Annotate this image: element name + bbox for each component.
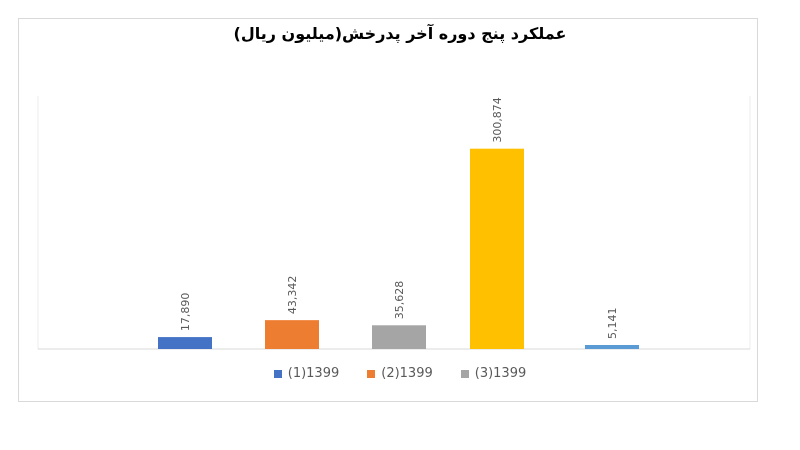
legend-label: (2)1399 <box>381 366 433 381</box>
chart-title: عملکرد پنج دوره آخر پدرخش(میلیون ریال) <box>233 24 567 43</box>
data-label: 43,342 <box>286 276 299 315</box>
bar <box>158 337 212 349</box>
data-label: 17,890 <box>179 293 192 332</box>
bar <box>585 345 639 349</box>
legend-swatch <box>367 369 376 378</box>
chart-legend: (1)1399 (2)1399 (3)1399 <box>0 366 800 381</box>
legend-item: (3)1399 <box>460 366 527 381</box>
bar <box>265 320 319 349</box>
data-label: 35,628 <box>393 281 406 320</box>
legend-label: (3)1399 <box>474 366 527 381</box>
data-label: 5,141 <box>606 308 619 340</box>
bar <box>372 325 426 349</box>
bar <box>470 148 524 349</box>
data-label: 300,874 <box>491 97 504 143</box>
legend-label: (1)1399 <box>287 366 340 381</box>
legend-item: (1)1399 <box>273 366 340 381</box>
legend-item: (2)1399 <box>367 366 433 381</box>
legend-swatch <box>273 369 282 378</box>
legend-swatch <box>460 369 469 378</box>
